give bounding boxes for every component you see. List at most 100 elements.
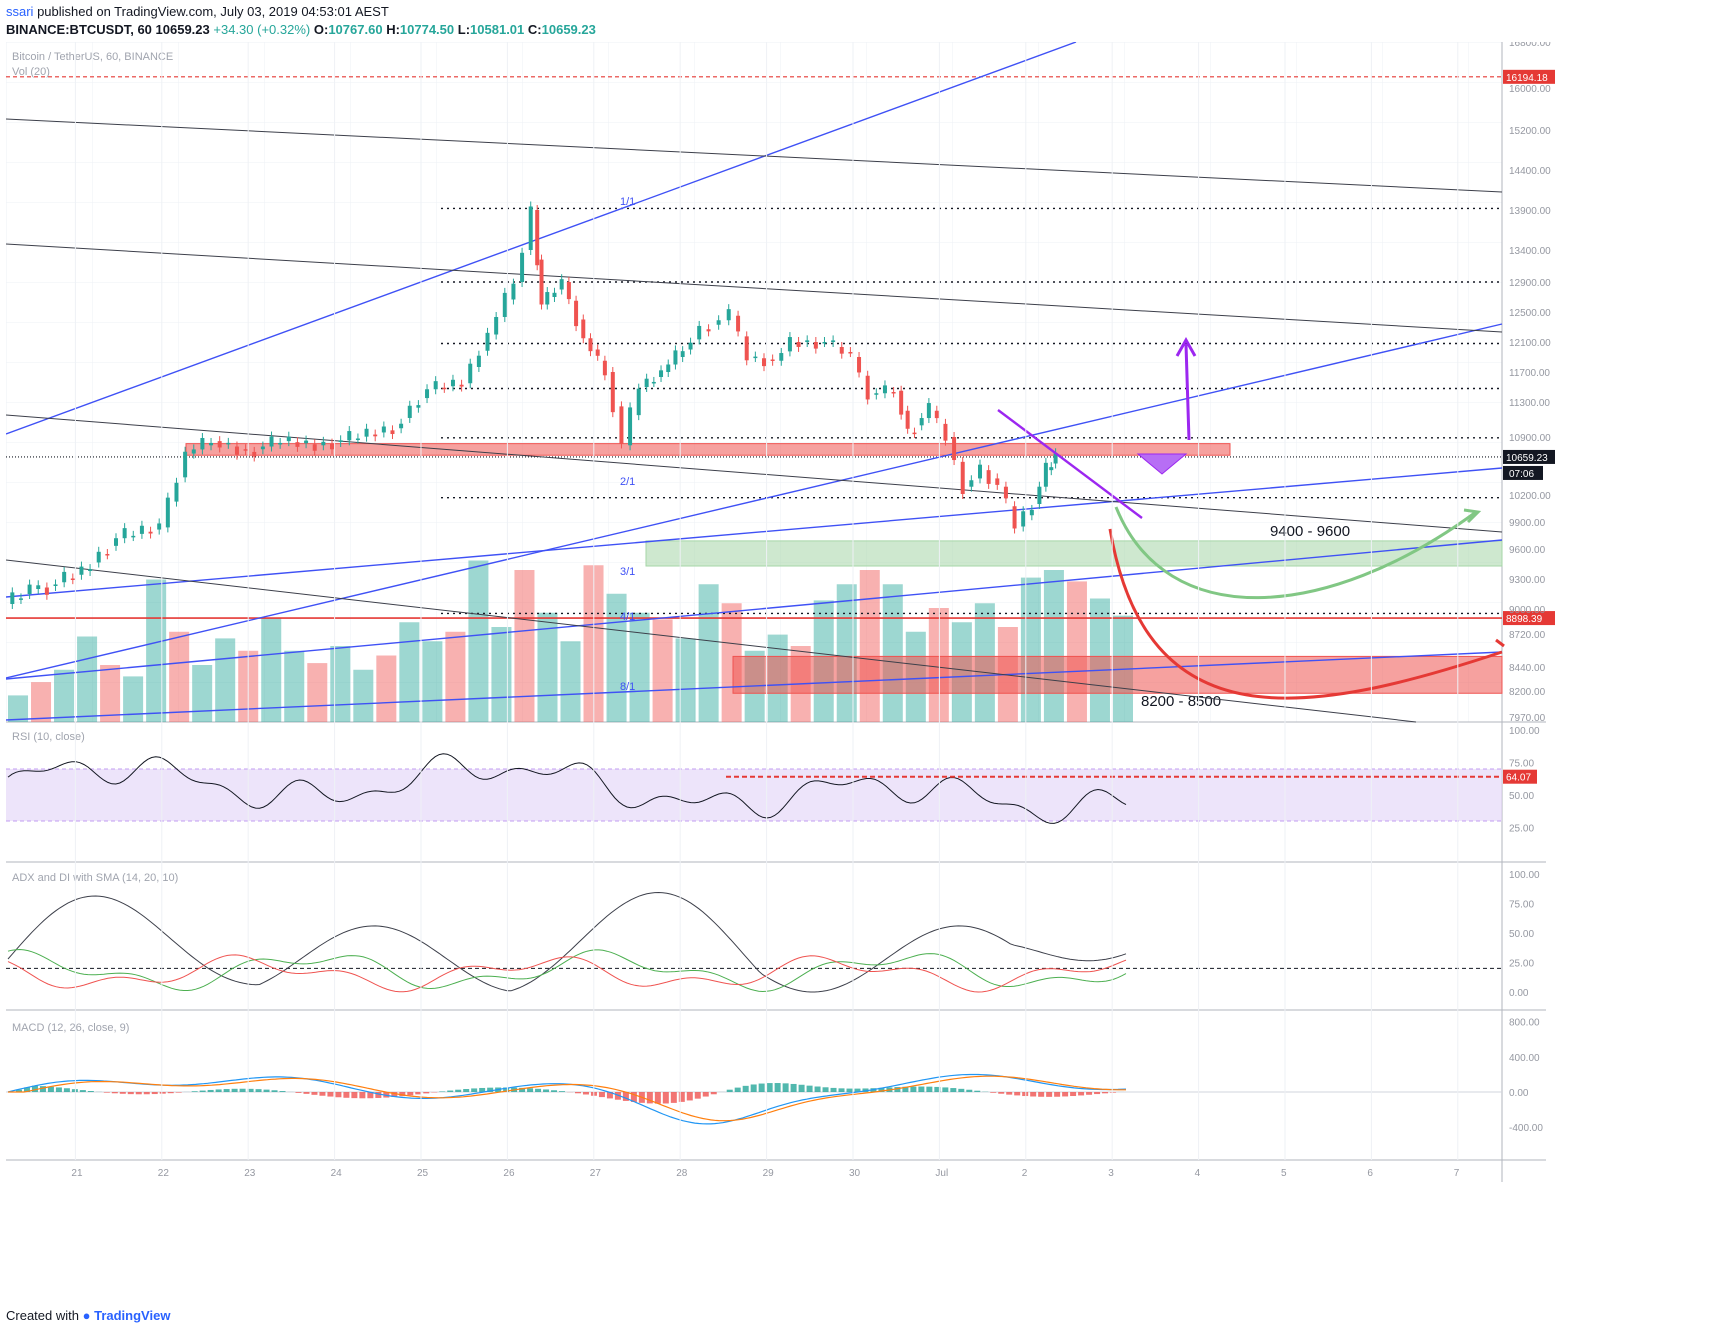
macd-histogram-bar [191,1091,198,1092]
macd-histogram-bar [527,1088,534,1092]
adx-tick-label: 25.00 [1509,959,1534,970]
price-candle [494,317,499,335]
price-tick-label: 11700.00 [1509,368,1550,379]
price-candle [114,538,118,546]
price-candle [535,210,540,266]
macd-histogram-bar [87,1091,94,1092]
price-axis[interactable]: 16800.00 16000.00 15200.00 14400.00 13900.00… [1509,38,1551,724]
price-level-value: 16194.18 [1506,73,1548,84]
macd-histogram-bar [111,1092,118,1094]
price-candle [960,461,965,495]
macd-pane[interactable]: 800.00 400.00 0.00 -400.00 [6,1018,1543,1135]
symbol-name[interactable]: BINANCE:BTCUSDT, 60 [6,22,152,37]
price-candle [174,482,179,502]
red-arrow-head-icon [1495,638,1505,648]
macd-histogram-bar [423,1092,430,1094]
time-tick-label: 5 [1281,1168,1287,1179]
price-candle [407,405,412,418]
price-candle [459,384,464,387]
macd-histogram-bar [646,1092,653,1104]
gann-label: 8/1 [620,681,635,693]
chart-svg[interactable]: Bitcoin / TetherUS, 60, BINANCE Vol (20)… [5,38,1711,1302]
volume-bar [146,579,167,722]
macd-histogram-bar [846,1088,853,1092]
macd-histogram-bar [543,1089,550,1092]
price-candle [1029,509,1034,516]
price-candle [659,370,664,377]
high-label: H: [386,22,400,37]
macd-histogram-bar [487,1087,494,1092]
macd-signal-line [8,1075,1126,1122]
zone-rect [645,540,1503,567]
last-price: 10659.23 [155,22,210,37]
time-axis[interactable]: 21 22 23 24 25 26 27 28 29 30 Jul 2 3 4 5 6 7 [71,42,1460,1179]
macd-histogram-bar [447,1090,454,1092]
countdown-tag [1503,465,1543,480]
price-candle [139,525,144,534]
macd-tick-label: 400.00 [1509,1053,1540,1064]
rsi-pane[interactable]: 100.00 75.00 50.00 25.00 64.07 [6,726,1540,835]
price-candle [744,336,749,361]
price-candle [726,309,731,321]
macd-histogram-bar [830,1087,837,1092]
macd-histogram-bar [295,1092,302,1093]
macd-histogram-bar [127,1092,134,1095]
price-candle [355,438,360,440]
volume-bar [353,669,374,722]
low-value: 10581.01 [470,22,525,37]
volume-bar [284,650,305,722]
volume-bar [192,665,213,722]
volume-bar [836,584,857,722]
macd-histogram-bar [207,1089,214,1092]
author-link[interactable]: ssari [6,4,34,19]
macd-histogram-bar [551,1090,558,1092]
time-tick-label: 26 [503,1168,515,1179]
macd-histogram-bar [135,1092,142,1095]
price-candle [839,347,844,354]
price-candle [969,480,974,487]
tradingview-logo-icon[interactable]: ● [82,1308,91,1323]
macd-histogram-bar [950,1088,957,1092]
price-tick-label: 9000.00 [1509,605,1546,616]
price-candle [442,387,447,390]
adx-pane[interactable]: 100.00 75.00 50.00 25.00 0.00 [6,870,1540,999]
price-tick-label: 9900.00 [1509,518,1546,529]
price-candle [779,353,784,361]
footer-brand[interactable]: TradingView [94,1308,171,1323]
rsi-value: 64.07 [1506,773,1531,784]
price-candle [200,437,205,450]
price-candle [822,342,827,344]
green-target-curve [1114,506,1477,600]
macd-histogram-bar [455,1089,462,1092]
macd-histogram-bar [1038,1092,1045,1097]
price-candle [559,279,564,290]
price-candle [636,388,641,416]
chart-area[interactable]: Bitcoin / TetherUS, 60, BINANCE Vol (20)… [5,38,1711,1307]
volume-bar [652,619,673,722]
volume-bar [100,665,121,722]
price-candle [865,375,870,400]
low-label: L: [457,22,471,37]
price-candle [10,592,15,604]
volume-bar [629,612,650,722]
price-candle [390,430,395,435]
price-candle [191,449,196,454]
macd-histogram-bar [670,1092,677,1103]
macd-histogram-bar [622,1092,629,1101]
price-candle [364,428,369,437]
macd-histogram-bar [63,1088,70,1092]
price-candle [805,340,810,342]
price-candle [1049,467,1054,471]
price-candle [666,364,671,372]
main-pane[interactable] [6,42,1502,722]
macd-histogram-bar [598,1092,605,1098]
price-candle [183,451,188,478]
volume-bar [8,695,29,722]
adx-line [7,891,1127,993]
price-candle [706,329,711,332]
volume-bar [445,631,466,722]
price-candle [1021,511,1026,527]
time-tick-label: 24 [331,1168,343,1179]
price-candle [44,587,49,595]
price-candle [468,363,473,384]
